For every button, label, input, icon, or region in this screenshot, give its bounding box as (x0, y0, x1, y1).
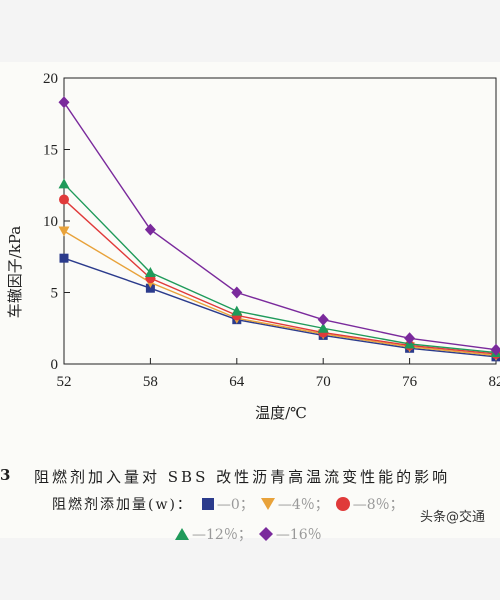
data-point-16pct-76 (404, 332, 416, 345)
data-point-0-58 (145, 283, 155, 293)
legend-label-4: —4％； (277, 497, 329, 513)
x-tick-label: 82 (489, 374, 500, 390)
figure-panel: 0 5 10 15 20 52 58 64 70 76 82 车辙因子/kPa 温度/℃ 3 阻燃剂… (0, 62, 500, 543)
legend-item-8: —8％； (335, 494, 404, 514)
data-point-16pct-82 (490, 343, 500, 356)
legend-item-16: —16％ (258, 524, 322, 544)
legend-item-4: —4％； (260, 494, 329, 514)
x-tick-label: 70 (316, 374, 331, 390)
data-point-12pct-58 (144, 266, 156, 277)
data-point-12pct-52 (58, 178, 70, 189)
data-point-16pct-58 (144, 223, 156, 236)
data-point-8pct-52 (59, 194, 69, 205)
y-tick-label: 0 (51, 357, 59, 373)
x-axis-title: 温度/℃ (255, 404, 307, 422)
square-marker-icon (201, 498, 214, 510)
figure-number: 3 (0, 466, 11, 484)
line-chart: 0 5 10 15 20 52 58 64 70 76 82 车辙因子/kPa 温度/℃ (6, 71, 500, 422)
legend-item-0: —0； (201, 494, 254, 514)
figure-caption-text: 阻燃剂加入量对 SBS 改性沥青高温流变性能的影响 (34, 468, 451, 486)
watermark-text: 头条@交通 (420, 510, 486, 525)
data-point-0-52 (59, 253, 69, 263)
figure-caption: 3 阻燃剂加入量对 SBS 改性沥青高温流变性能的影响 (0, 466, 500, 490)
triangle-down-marker-icon (260, 498, 275, 510)
legend-label-0: —0； (216, 497, 254, 513)
data-point-4pct-52 (58, 226, 70, 237)
y-tick-label: 20 (43, 71, 58, 87)
data-point-12pct-64 (231, 305, 243, 316)
y-tick-label: 5 (51, 286, 59, 302)
triangle-up-marker-icon (175, 528, 189, 540)
legend-item-12: —12％； (174, 524, 252, 544)
circle-marker-icon (335, 497, 350, 511)
diamond-marker-icon (258, 527, 273, 541)
legend-row-1: 阻燃剂添加量(w)： —0； —4％； —8％； (52, 494, 404, 514)
x-tick-label: 64 (229, 374, 245, 390)
y-axis-title: 车辙因子/kPa (6, 226, 24, 319)
legend-title: 阻燃剂添加量(w)： (52, 497, 193, 513)
data-point-12pct-70 (317, 322, 329, 333)
series-line-0 (63, 257, 497, 358)
series-line-8pct (63, 199, 497, 355)
x-tick-label: 76 (402, 374, 418, 390)
series-line-4pct (63, 230, 497, 357)
x-tick-label: 52 (57, 374, 72, 390)
series-line-16pct (63, 101, 497, 351)
y-tick-label: 15 (43, 143, 58, 159)
data-point-16pct-52 (58, 96, 70, 109)
y-tick-label: 10 (43, 214, 58, 230)
data-point-16pct-70 (317, 313, 329, 326)
x-tick-label: 58 (143, 374, 158, 390)
chart-series (58, 96, 500, 362)
series-line-12pct (63, 183, 497, 354)
chart-axes: 0 5 10 15 20 52 58 64 70 76 82 (43, 71, 500, 390)
legend-label-16: —16％ (275, 527, 322, 543)
plot-frame (63, 77, 497, 365)
legend-row-2: —12％； —16％ (168, 524, 322, 544)
legend-label-8: —8％； (352, 497, 404, 513)
legend-label-12: —12％； (192, 527, 252, 543)
data-point-16pct-64 (231, 286, 243, 299)
